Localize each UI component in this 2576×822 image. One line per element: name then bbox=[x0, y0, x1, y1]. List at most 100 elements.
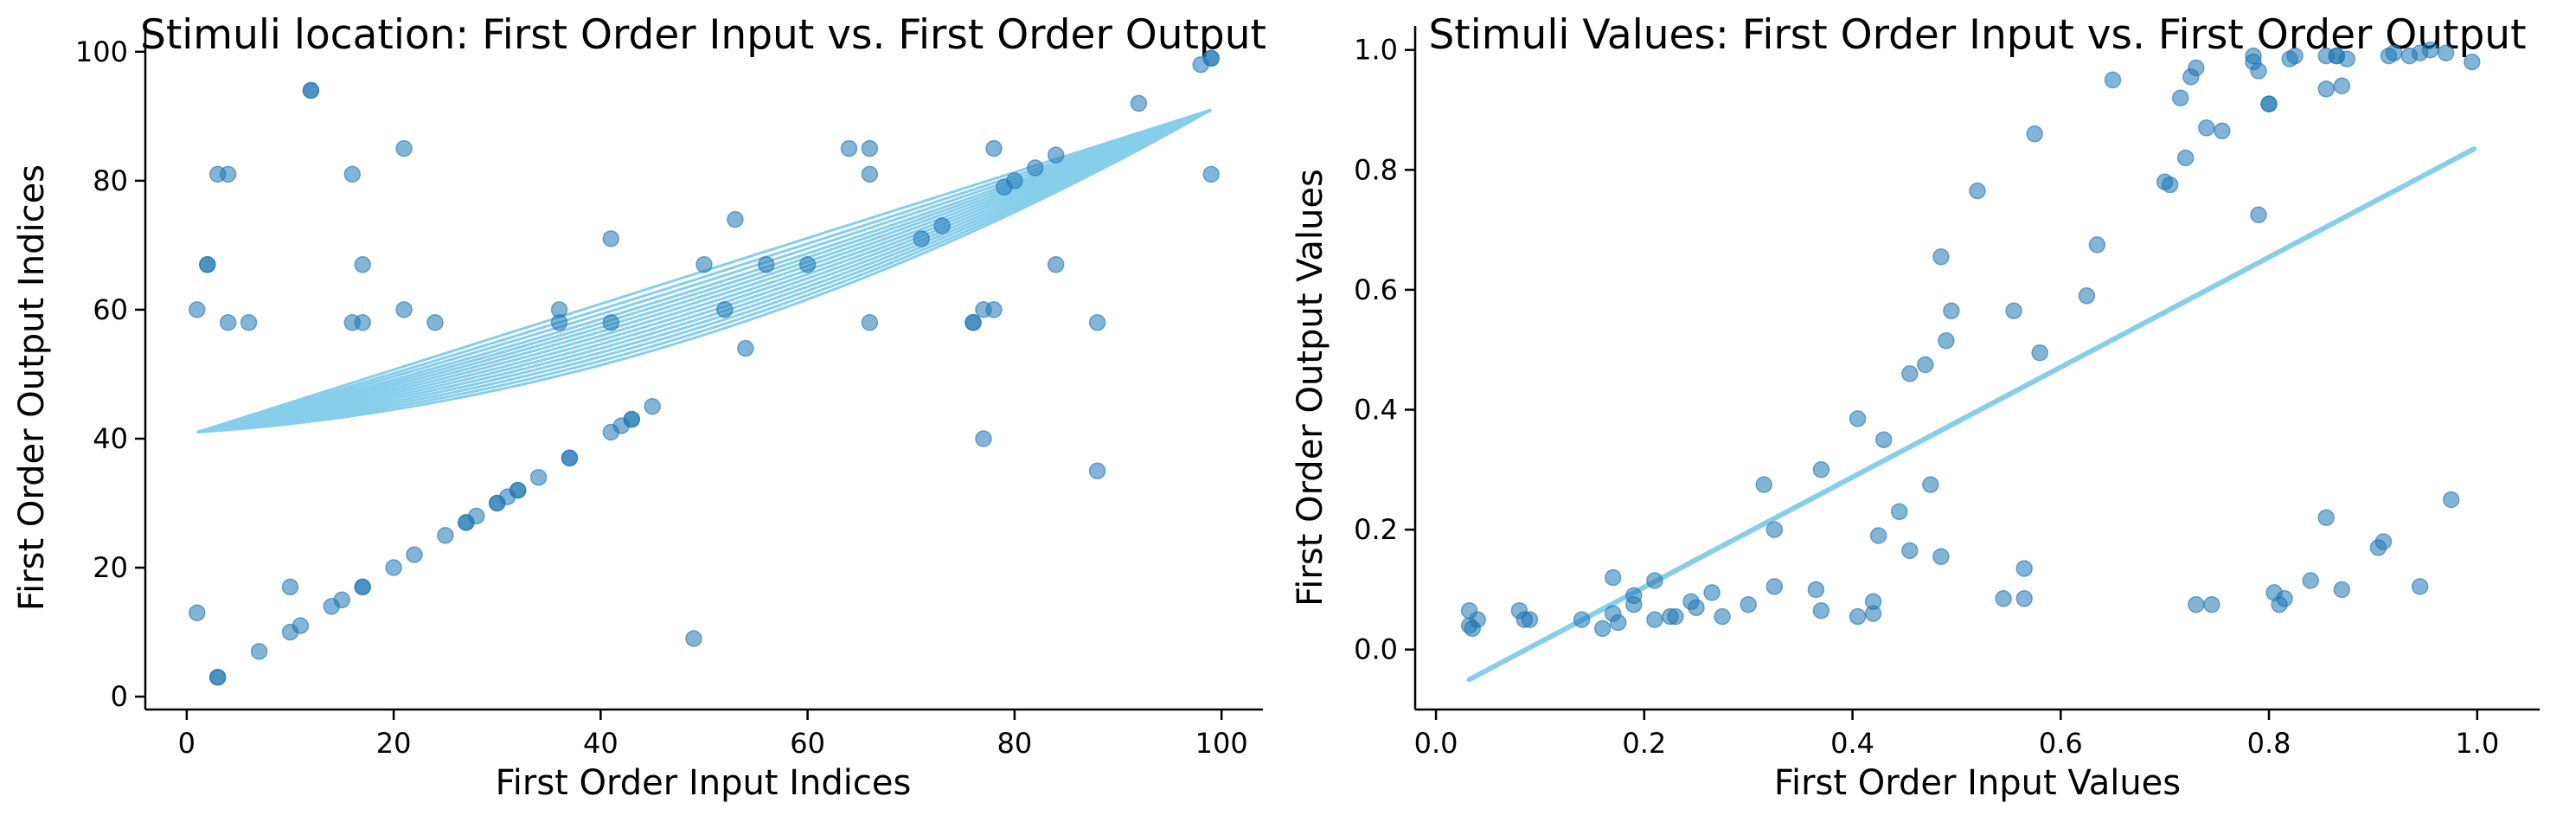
data-point bbox=[1938, 332, 1955, 350]
data-point bbox=[2026, 125, 2043, 143]
data-point bbox=[240, 314, 258, 331]
data-point bbox=[1521, 611, 1539, 628]
data-point bbox=[1703, 584, 1721, 601]
data-point bbox=[1869, 527, 1887, 544]
data-point bbox=[1969, 182, 1986, 200]
data-point bbox=[623, 410, 641, 428]
data-point bbox=[395, 301, 413, 318]
data-point bbox=[1864, 605, 1882, 622]
data-point bbox=[199, 256, 216, 273]
data-point bbox=[1202, 49, 1220, 67]
data-point bbox=[1917, 356, 1934, 374]
data-point bbox=[395, 139, 413, 157]
data-point bbox=[1874, 431, 1893, 448]
x-axis-label: First Order Input Values bbox=[1774, 763, 2181, 803]
x-tick-label: 100 bbox=[1195, 727, 1248, 760]
data-point bbox=[964, 314, 982, 331]
data-point bbox=[2198, 119, 2215, 137]
data-point bbox=[354, 578, 371, 596]
data-point bbox=[1130, 94, 1148, 112]
x-tick-label: 0.6 bbox=[2039, 727, 2083, 760]
x-tick-label: 60 bbox=[790, 727, 825, 760]
data-point bbox=[2385, 44, 2403, 61]
data-point bbox=[2176, 149, 2195, 167]
y-tick-label: 100 bbox=[75, 35, 128, 68]
data-point bbox=[1765, 521, 1784, 538]
data-point bbox=[2250, 206, 2267, 224]
data-point bbox=[1812, 601, 1830, 620]
data-point bbox=[2015, 590, 2033, 607]
data-point bbox=[550, 301, 568, 318]
x-tick-label: 0 bbox=[178, 727, 195, 760]
fit-line bbox=[1466, 146, 2477, 683]
data-point bbox=[727, 210, 744, 228]
data-point bbox=[602, 314, 620, 331]
data-point bbox=[219, 165, 237, 183]
data-point bbox=[1922, 476, 1939, 493]
data-point bbox=[2188, 595, 2205, 613]
data-point bbox=[2464, 53, 2481, 71]
data-point bbox=[1688, 599, 1705, 616]
data-point bbox=[281, 578, 299, 596]
data-point bbox=[302, 81, 320, 100]
chart-title: Stimuli Values: First Order Input vs. Fi… bbox=[1428, 11, 2526, 59]
data-point bbox=[2078, 287, 2096, 305]
data-point bbox=[985, 301, 1003, 318]
data-point bbox=[2411, 578, 2429, 595]
data-point bbox=[354, 314, 371, 331]
data-point bbox=[208, 668, 227, 686]
data-point bbox=[529, 468, 548, 486]
fit-line bbox=[196, 108, 1212, 433]
data-point bbox=[437, 527, 454, 544]
data-point bbox=[1646, 611, 1663, 628]
data-point bbox=[2442, 491, 2460, 509]
data-point bbox=[1006, 172, 1023, 189]
data-point bbox=[1849, 410, 1867, 427]
data-point bbox=[2338, 50, 2356, 67]
data-point bbox=[2421, 41, 2439, 59]
x-tick-label: 0.8 bbox=[2247, 727, 2291, 760]
y-axis-label: First Order Output Values bbox=[1291, 169, 1330, 607]
data-point bbox=[1807, 581, 1825, 599]
y-axis-label: First Order Output Indices bbox=[12, 164, 52, 611]
data-point bbox=[913, 230, 930, 247]
data-point bbox=[1027, 159, 1044, 177]
data-point bbox=[1202, 165, 1220, 183]
data-point bbox=[1943, 302, 1960, 319]
data-point bbox=[861, 139, 879, 157]
data-point bbox=[1740, 595, 1757, 613]
data-point bbox=[1047, 146, 1065, 164]
data-point bbox=[2104, 71, 2122, 89]
data-point bbox=[219, 314, 237, 331]
data-point bbox=[1667, 607, 1684, 626]
data-point bbox=[509, 481, 527, 499]
data-point bbox=[2333, 581, 2351, 599]
data-point bbox=[1812, 461, 1830, 478]
data-point bbox=[737, 339, 754, 357]
data-point bbox=[975, 430, 992, 447]
fit-line bbox=[196, 108, 1212, 433]
data-point bbox=[1714, 607, 1731, 626]
data-point bbox=[2203, 595, 2220, 613]
fit-line bbox=[196, 108, 1212, 433]
data-point bbox=[1932, 248, 1950, 266]
data-point bbox=[2260, 95, 2278, 112]
data-point bbox=[1088, 462, 1106, 479]
data-point bbox=[685, 630, 702, 647]
fit-lines bbox=[196, 108, 1212, 433]
plot-area: 0 20 40 60 80 100 0 20 40 60 80 100 bbox=[75, 26, 1263, 760]
y-tick-label: 80 bbox=[93, 164, 128, 197]
data-point bbox=[2374, 533, 2393, 550]
data-point bbox=[695, 256, 713, 273]
x-tick-label: 80 bbox=[997, 727, 1033, 760]
data-point bbox=[1609, 613, 1627, 632]
y-tick-label: 0.4 bbox=[1354, 394, 1398, 427]
data-point bbox=[343, 165, 362, 183]
y-tick-label: 60 bbox=[93, 293, 128, 326]
data-point bbox=[1646, 572, 1663, 589]
data-point bbox=[1625, 587, 1643, 605]
data-point bbox=[1047, 256, 1065, 273]
data-point bbox=[385, 559, 402, 576]
chart-stimuli-location: Stimuli location: First Order Input vs. … bbox=[12, 11, 1266, 803]
data-point bbox=[1901, 365, 1919, 382]
